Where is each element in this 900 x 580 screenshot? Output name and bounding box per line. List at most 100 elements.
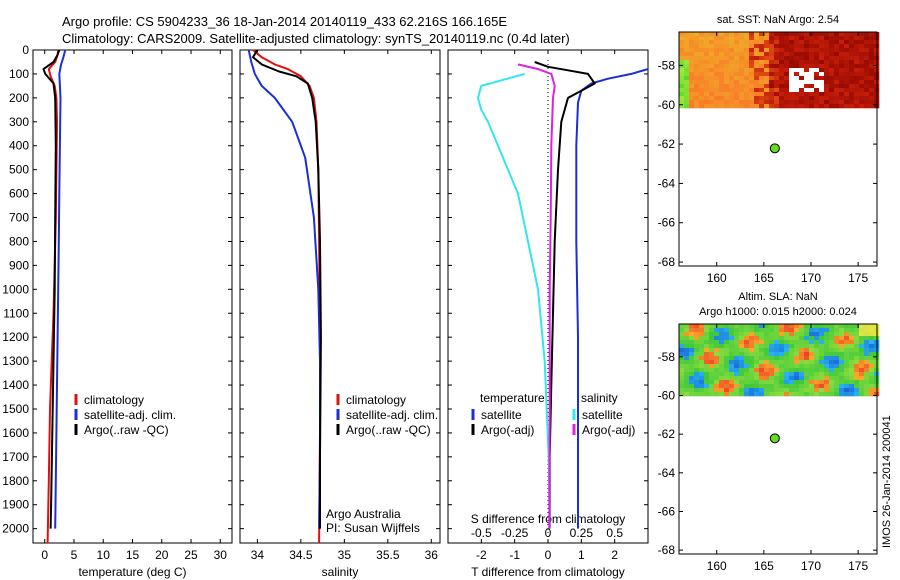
map-cell [799, 348, 805, 353]
map-cell [749, 88, 755, 93]
map-cell [729, 76, 735, 81]
map-cell [824, 344, 830, 349]
map-cell [679, 60, 685, 65]
map-cell [774, 344, 780, 349]
map-cell [754, 96, 760, 101]
map-cell [799, 376, 805, 381]
map-cell [679, 340, 685, 345]
map-cell [709, 384, 715, 389]
map-cell [724, 360, 730, 365]
map-cell [859, 72, 865, 77]
map-cell [814, 340, 820, 345]
map-cell [694, 332, 700, 337]
map-cell [789, 76, 795, 81]
map-cell [764, 68, 770, 73]
y-tick-label: -58 [658, 58, 676, 72]
map-cell [784, 92, 790, 97]
map-cell [704, 48, 710, 53]
map-cell [734, 76, 740, 81]
map-cell [754, 356, 760, 361]
map-cell [794, 380, 800, 385]
map-cell [744, 360, 750, 365]
map-cell [849, 52, 855, 57]
map-cell [744, 344, 750, 349]
map-cell [679, 72, 685, 77]
map-cell [844, 32, 850, 37]
map-cell [864, 364, 870, 369]
map-cell [824, 332, 830, 337]
map-cell [704, 44, 710, 49]
y-tick-label: -62 [658, 427, 676, 441]
map-cell [769, 104, 775, 109]
map-cell [859, 376, 865, 381]
map-cell [759, 68, 765, 73]
map-cell [779, 72, 785, 77]
map-cell [844, 96, 850, 101]
map-cell [844, 60, 850, 65]
map-cell [809, 348, 815, 353]
map-cell [779, 340, 785, 345]
map-cell [784, 384, 790, 389]
map-cell [749, 328, 755, 333]
map-cell [844, 324, 850, 329]
map-cell [824, 336, 830, 341]
map-cell [769, 44, 775, 49]
map-cell [744, 88, 750, 93]
map-cell [774, 340, 780, 345]
map-cell [809, 364, 815, 369]
map-cell [704, 100, 710, 105]
map-cell [844, 68, 850, 73]
map-cell [819, 88, 825, 93]
map-cell [749, 380, 755, 385]
map-cell [869, 52, 875, 57]
map-cell [799, 72, 805, 77]
map-cell [784, 376, 790, 381]
map-cell [714, 348, 720, 353]
map-cell [714, 340, 720, 345]
map-cell [794, 32, 800, 37]
map-cell [859, 60, 865, 65]
map-cell [694, 88, 700, 93]
map-cell [694, 364, 700, 369]
map-cell [869, 332, 875, 337]
map-cell [709, 32, 715, 37]
map-cell [749, 392, 755, 397]
map-cell [744, 364, 750, 369]
map-cell [814, 352, 820, 357]
map-cell [729, 88, 735, 93]
map-cell [719, 40, 725, 45]
map-cell [829, 36, 835, 41]
map-cell [859, 76, 865, 81]
map-cell [814, 92, 820, 97]
map-cell [759, 96, 765, 101]
map-cell [709, 84, 715, 89]
map-cell [814, 104, 820, 109]
map-cell [724, 324, 730, 329]
map-cell [829, 72, 835, 77]
map-cell [829, 76, 835, 81]
map-cell [824, 104, 830, 109]
map-cell [854, 340, 860, 345]
map-cell [799, 56, 805, 61]
map-cell [744, 336, 750, 341]
map-cell [859, 384, 865, 389]
map-cell [809, 48, 815, 53]
map-cell [724, 44, 730, 49]
map-cell [759, 332, 765, 337]
map-cell [809, 380, 815, 385]
map-cell [869, 48, 875, 53]
map-cell [734, 36, 740, 41]
map-cell [749, 360, 755, 365]
map-cell [784, 328, 790, 333]
map-cell [774, 40, 780, 45]
map-cell [734, 388, 740, 393]
map-cell [764, 388, 770, 393]
map-cell [739, 80, 745, 85]
map-cell [694, 60, 700, 65]
y-tick-label: 800 [9, 234, 29, 248]
map-cell [704, 68, 710, 73]
map-cell [849, 104, 855, 109]
map-cell [764, 336, 770, 341]
map-cell [844, 36, 850, 41]
argo-position-marker [769, 433, 780, 444]
